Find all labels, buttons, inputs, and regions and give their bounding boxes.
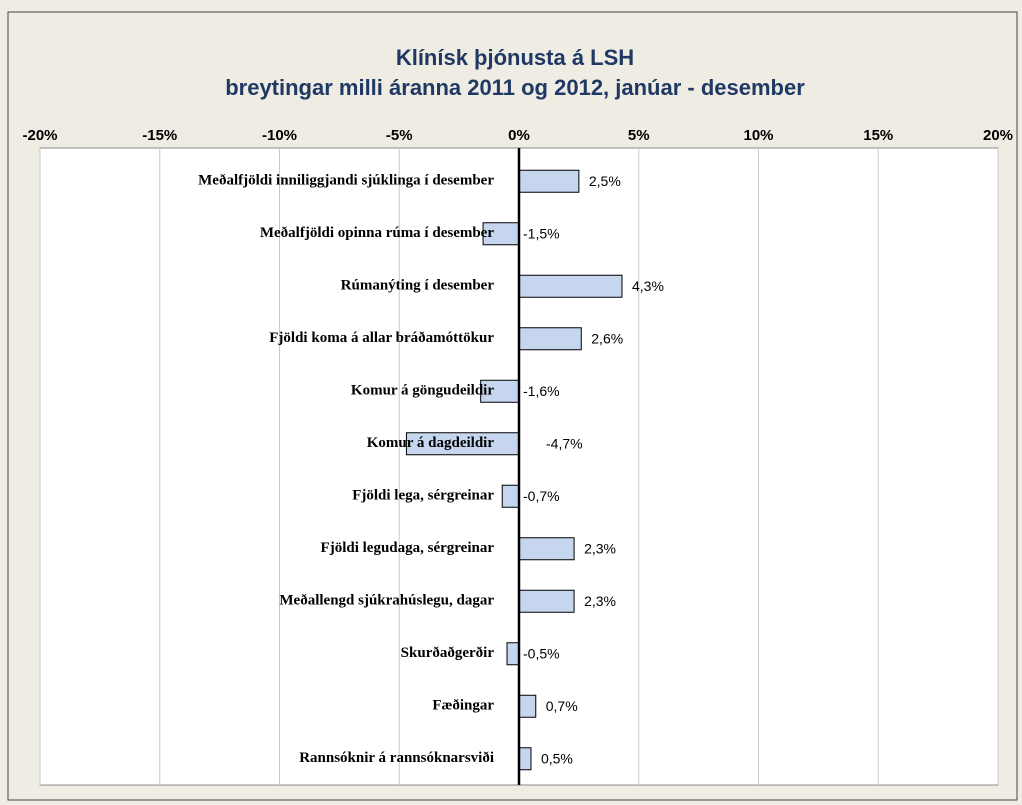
x-tick-label: 0% <box>508 127 530 144</box>
x-tick-label: 5% <box>628 127 650 144</box>
category-label: Meðalfjöldi inniliggjandi sjúklinga í de… <box>198 173 494 189</box>
bar <box>518 589 575 613</box>
bar <box>506 642 520 666</box>
category-label: Fæðingar <box>432 698 494 714</box>
category-label: Meðalfjöldi opinna rúma í desember <box>260 225 494 241</box>
value-label: -0,7% <box>523 488 560 504</box>
value-label: 2,3% <box>584 540 616 556</box>
x-tick-label: -5% <box>386 127 413 144</box>
value-label: 2,6% <box>591 330 623 346</box>
bar <box>518 327 582 351</box>
bar <box>501 484 520 508</box>
category-label: Skurðaðgerðir <box>401 645 495 661</box>
category-label: Rannsóknir á rannsóknarsviði <box>299 750 494 766</box>
x-tick-label: -15% <box>142 127 177 144</box>
category-label: Fjöldi koma á allar bráðamóttökur <box>269 330 494 346</box>
bar <box>518 537 575 561</box>
x-tick-label: -20% <box>22 127 57 144</box>
bar <box>518 747 532 771</box>
category-label: Meðallengd sjúkrahúslegu, dagar <box>279 593 494 609</box>
value-label: 2,3% <box>584 593 616 609</box>
value-label: -1,6% <box>523 383 560 399</box>
x-tick-label: 20% <box>983 127 1013 144</box>
category-label: Komur á göngudeildir <box>351 383 494 399</box>
category-label: Fjöldi lega, sérgreinar <box>352 488 494 504</box>
x-tick-label: -10% <box>262 127 297 144</box>
bar <box>518 694 537 718</box>
value-label: 0,7% <box>546 698 578 714</box>
value-label: -0,5% <box>523 645 560 661</box>
value-label: 2,5% <box>589 173 621 189</box>
value-label: -4,7% <box>546 435 583 451</box>
chart-subtitle: breytingar milli áranna 2011 og 2012, ja… <box>225 75 805 100</box>
category-label: Fjöldi legudaga, sérgreinar <box>321 540 495 556</box>
x-tick-label: 15% <box>863 127 893 144</box>
value-label: 0,5% <box>541 750 573 766</box>
value-label: 4,3% <box>632 278 664 294</box>
bar <box>518 169 580 193</box>
chart-title: Klínísk þjónusta á LSH <box>396 45 634 70</box>
value-label: -1,5% <box>523 225 560 241</box>
x-tick-label: 10% <box>743 127 773 144</box>
category-label: Komur á dagdeildir <box>367 435 495 451</box>
bar <box>518 274 623 298</box>
category-label: Rúmanýting í desember <box>341 278 495 294</box>
